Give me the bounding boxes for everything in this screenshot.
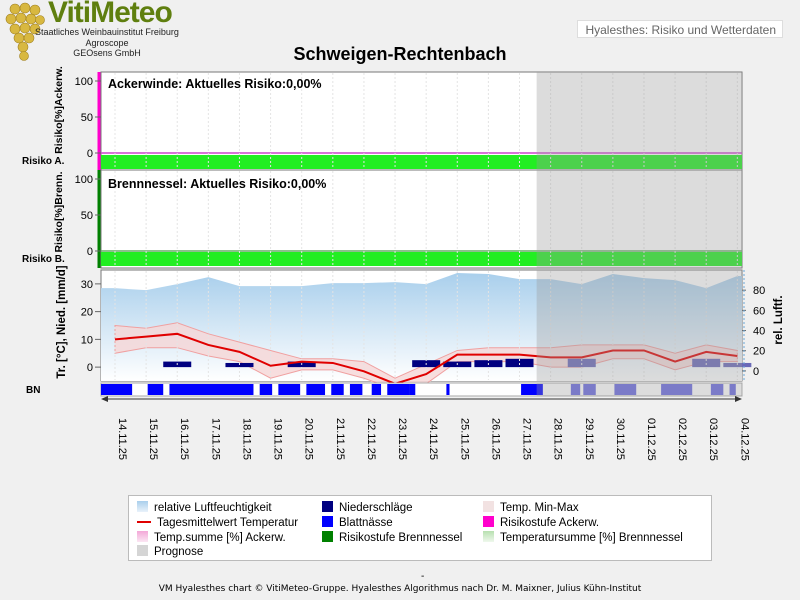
vitimeteo-logo[interactable]: VitiMeteo Staatliches Weinbauinstitut Fr…: [2, 0, 192, 62]
x-tick-label: 02.12.25: [676, 418, 688, 461]
blattnaesse-segment: [349, 384, 363, 395]
legend: relative Luftfeuchtigkeit Niederschläge …: [128, 495, 712, 561]
blattnaesse-segment: [583, 384, 596, 395]
precipitation-bar: [505, 358, 534, 368]
x-tick-label: 27.11.25: [521, 418, 533, 460]
blattnaesse-segment: [371, 384, 382, 395]
x-tick-label: 19.11.25: [272, 418, 284, 460]
logo-line-2: Agroscope: [85, 38, 129, 48]
legend-item-risikostufe-ackerw: Risikostufe Ackerw.: [483, 516, 599, 530]
x-tick-label: 14.11.25: [116, 418, 128, 460]
ackerwinde-ytick: 0: [87, 148, 93, 160]
x-tick-label: 23.11.25: [396, 418, 408, 460]
brennnessel-ylabel: Risiko[%]Brenn.: [53, 171, 65, 252]
brennnessel-risk-label: Brennnessel: Aktuelles Risiko:0,00%: [108, 177, 326, 191]
blattnaesse-segment: [409, 384, 416, 395]
blattnaesse-segment: [331, 384, 344, 395]
legend-item-blattnaesse: Blattnässe: [322, 516, 393, 530]
blattnaesse-segment: [446, 384, 450, 395]
footer-credit: VM Hyalesthes chart © VitiMeteo-Gruppe. …: [158, 584, 642, 594]
ackerwinde-risk-label: Ackerwinde: Aktuelles Risiko:0,00%: [108, 77, 322, 91]
legend-item-risikostufe-brenn: Risikostufe Brennnessel: [322, 531, 462, 545]
page-title: Schweigen-Rechtenbach: [293, 44, 507, 64]
x-tick-label: 29.11.25: [583, 418, 595, 460]
weather-right-ytick: 40: [753, 326, 765, 338]
blattnaesse-segment: [570, 384, 581, 395]
x-tick-label: 04.12.25: [738, 418, 750, 461]
weather-left-ytick: 10: [81, 334, 93, 346]
x-tick-label: 22.11.25: [365, 418, 377, 460]
ackerwinde-ylabel: Risiko[%]Ackerw.: [53, 66, 65, 154]
x-tick-label: 03.12.25: [707, 418, 719, 461]
legend-item-tagesmittel: Tagesmittelwert Temperatur: [137, 516, 298, 530]
weather-right-ylabel: rel. Luftf.: [773, 295, 785, 344]
weather-right-ytick: 80: [753, 285, 765, 297]
legend-item-tempsumme-ackerw: Temp.summe [%] Ackerw.: [137, 531, 286, 545]
x-tick-label: 01.12.25: [645, 418, 657, 461]
x-tick-label: 17.11.25: [209, 418, 221, 460]
precipitation-bar: [567, 358, 596, 368]
legend-item-niederschlaege: Niederschläge: [322, 501, 413, 515]
blattnaesse-segment: [521, 384, 543, 395]
legend-item-luftfeuchte: relative Luftfeuchtigkeit: [137, 501, 272, 515]
precipitation-bar: [692, 358, 721, 368]
bn-label: BN: [26, 385, 40, 396]
brennnessel-ytick: 50: [81, 210, 93, 222]
temperature-mean-line: [114, 332, 738, 385]
blattnaesse-segment: [729, 384, 736, 395]
x-tick-label: 28.11.25: [552, 418, 564, 460]
x-tick-label: 30.11.25: [614, 418, 626, 460]
x-tick-label: 20.11.25: [303, 418, 315, 460]
prognose-overlay: [536, 170, 742, 268]
blattnaesse-segment: [169, 384, 254, 395]
legend-item-temp-min-max: Temp. Min-Max: [483, 501, 579, 515]
weather-right-ytick: 0: [753, 366, 759, 378]
prognose-overlay: [536, 72, 742, 170]
blattnaesse-segment: [306, 384, 326, 395]
blattnaesse-segment: [614, 384, 637, 395]
x-tick-label: 25.11.25: [458, 418, 470, 460]
x-tick-label: 24.11.25: [427, 418, 439, 460]
blattnaesse-segment: [101, 384, 133, 395]
scroll-left-icon[interactable]: [101, 396, 108, 402]
blattnaesse-segment: [387, 384, 410, 395]
legend-item-prognose: Prognose: [137, 545, 203, 559]
blattnaesse-segment: [259, 384, 273, 395]
legend-item-tempsumme-brenn: Temperatursumme [%] Brennnessel: [483, 531, 683, 545]
prognose-overlay: [536, 270, 742, 381]
x-tick-label: 16.11.25: [178, 418, 190, 460]
app-title-box: Hyalesthes: Risiko und Wetterdaten: [577, 20, 783, 38]
x-tick-label: 18.11.25: [240, 418, 252, 460]
brennnessel-ytick: 0: [87, 246, 93, 258]
x-tick-label: 15.11.25: [147, 418, 159, 460]
scroll-right-icon[interactable]: [735, 396, 742, 402]
precipitation-bar: [723, 362, 752, 368]
logo-line-3: GEOsens GmbH: [73, 48, 141, 58]
x-tick-label: 21.11.25: [334, 418, 346, 460]
weather-left-ytick: 0: [87, 362, 93, 374]
grape-icon: [5, 2, 45, 61]
weather-right-ytick: 20: [753, 346, 765, 358]
ackerwinde-ytick: 100: [75, 76, 93, 88]
ackerwinde-strip-label: Risiko A.: [22, 156, 65, 167]
weather-left-ytick: 30: [81, 279, 93, 291]
prognose-overlay: [536, 383, 742, 396]
precipitation-bar: [225, 362, 254, 368]
blattnaesse-segment: [661, 384, 693, 395]
blattnaesse-segment: [710, 384, 724, 395]
brennnessel-strip-label: Risiko B.: [22, 254, 65, 265]
brennnessel-ytick: 100: [75, 174, 93, 186]
brand-name: VitiMeteo: [48, 0, 173, 29]
weather-left-ylabel: Tr. [°C], Nied. [mm/d]: [56, 265, 68, 378]
ackerwinde-ytick: 50: [81, 112, 93, 124]
blattnaesse-segment: [278, 384, 301, 395]
footer-dash: -: [421, 571, 425, 582]
x-tick-label: 26.11.25: [489, 418, 501, 460]
weather-left-ytick: 20: [81, 307, 93, 319]
weather-right-ytick: 60: [753, 305, 765, 317]
blattnaesse-segment: [147, 384, 164, 395]
logo-line-1: Staatliches Weinbauinstitut Freiburg: [35, 27, 179, 37]
